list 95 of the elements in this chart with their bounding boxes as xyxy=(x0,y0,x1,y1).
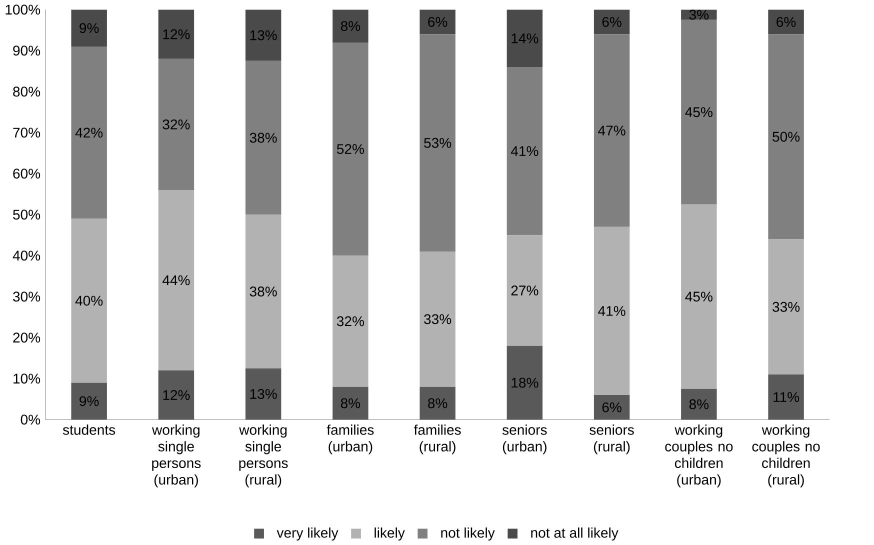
data-label: 8% xyxy=(340,21,360,32)
data-label: 18% xyxy=(512,378,538,388)
bar xyxy=(71,46,107,219)
bar xyxy=(594,10,630,34)
x-tick-label: students xyxy=(62,424,116,435)
data-label: 32% xyxy=(162,120,190,130)
bar xyxy=(594,34,630,227)
bar xyxy=(245,60,282,215)
data-label: 38% xyxy=(250,286,277,297)
bar xyxy=(768,239,804,375)
x-tick-label: working couples no children (rural) xyxy=(752,424,820,488)
bar xyxy=(71,10,107,47)
bar xyxy=(506,346,543,420)
bar xyxy=(768,34,804,240)
y-tick-label: 80% xyxy=(13,86,40,97)
bar xyxy=(594,226,630,396)
bar xyxy=(332,10,368,42)
data-label: 40% xyxy=(75,296,103,306)
data-label: 6% xyxy=(602,17,622,27)
x-tick-label: working single persons (urban) xyxy=(152,424,201,488)
bar xyxy=(420,10,456,34)
data-label: 12% xyxy=(163,29,190,40)
legend-label: not at all likely xyxy=(531,528,618,541)
data-label: 8% xyxy=(340,398,360,408)
data-label: 52% xyxy=(336,144,364,154)
bar xyxy=(681,388,717,420)
y-tick-label: 10% xyxy=(14,374,40,384)
bar xyxy=(332,256,368,387)
y-tick-label: 30% xyxy=(13,292,40,302)
data-label: 8% xyxy=(428,398,448,408)
x-tick-label: working couples no children (urban) xyxy=(665,424,733,488)
bar xyxy=(332,42,368,256)
data-label: 53% xyxy=(424,138,452,148)
data-label: 41% xyxy=(510,146,538,156)
bar xyxy=(71,382,107,420)
data-label: 9% xyxy=(80,23,99,34)
y-tick-label: 90% xyxy=(13,46,40,56)
bar xyxy=(420,34,456,252)
y-tick-label: 40% xyxy=(12,250,40,261)
x-tick-label: seniors (rural) xyxy=(590,424,634,454)
data-label: 27% xyxy=(511,286,538,296)
y-tick-label: 100% xyxy=(6,4,40,15)
data-label: 33% xyxy=(772,302,800,312)
bar xyxy=(420,252,456,387)
data-label: 3% xyxy=(689,10,709,20)
bar xyxy=(420,386,456,420)
data-label: 12% xyxy=(163,390,190,400)
data-label: 38% xyxy=(250,132,277,143)
data-label: 45% xyxy=(685,107,712,118)
data-label: 32% xyxy=(336,316,364,326)
data-label: 6% xyxy=(776,17,796,27)
data-label: 11% xyxy=(774,392,800,402)
bar xyxy=(768,374,804,420)
bar xyxy=(245,368,282,420)
legend-label: very likely xyxy=(276,528,338,541)
x-tick-label: seniors (urban) xyxy=(502,424,547,454)
x-tick-label: working single persons (rural) xyxy=(239,424,288,488)
y-tick-label: 70% xyxy=(13,128,40,138)
data-label: 6% xyxy=(428,17,448,27)
data-label: 8% xyxy=(689,399,709,410)
data-label: 44% xyxy=(162,275,190,286)
data-label: 13% xyxy=(250,389,277,400)
data-label: 9% xyxy=(80,396,99,406)
bar xyxy=(768,10,804,34)
bar xyxy=(158,10,194,59)
legend-label: likely xyxy=(374,528,405,541)
bar xyxy=(681,204,717,389)
data-label: 6% xyxy=(602,402,622,412)
legend-label: not likely xyxy=(441,528,495,541)
bar xyxy=(506,235,543,346)
y-tick-label: 50% xyxy=(13,210,40,220)
bar xyxy=(332,386,368,420)
data-label: 14% xyxy=(512,34,538,44)
y-tick-label: 0% xyxy=(20,414,40,425)
bar xyxy=(71,218,107,383)
bar xyxy=(245,214,282,368)
bar xyxy=(158,58,194,190)
bar xyxy=(245,10,282,61)
y-tick-label: 60% xyxy=(13,168,40,179)
data-label: 47% xyxy=(598,126,626,136)
data-label: 45% xyxy=(685,292,712,302)
bar xyxy=(506,67,543,236)
bar xyxy=(158,370,194,420)
bar xyxy=(681,20,717,204)
data-label: 50% xyxy=(772,132,800,142)
data-label: 13% xyxy=(250,30,277,40)
data-label: 33% xyxy=(424,314,452,324)
x-tick-label: families (rural) xyxy=(414,424,461,454)
data-label: 42% xyxy=(75,128,103,138)
bar xyxy=(158,190,194,370)
bar xyxy=(594,395,630,420)
x-tick-label: families (urban) xyxy=(326,424,374,454)
bar xyxy=(506,10,543,68)
data-label: 41% xyxy=(598,306,626,316)
y-tick-label: 20% xyxy=(13,332,40,343)
